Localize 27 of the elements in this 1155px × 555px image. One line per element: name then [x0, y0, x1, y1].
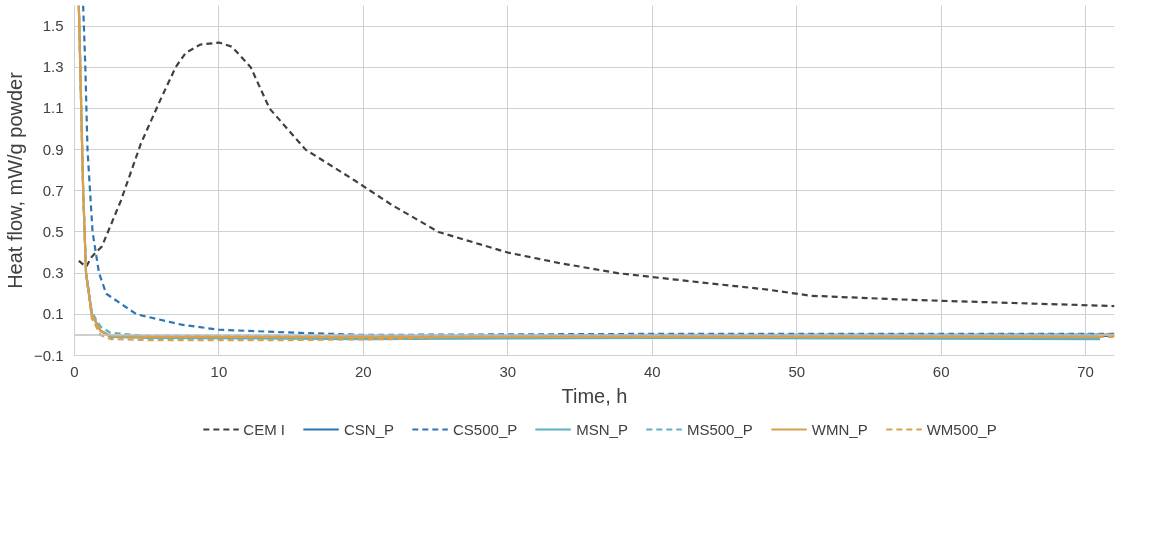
legend-label: CSN_P — [343, 420, 395, 438]
x-tick-label: 70 — [1077, 362, 1094, 380]
y-tick-label: 0.5 — [42, 222, 64, 240]
y-tick-label: 0.3 — [42, 264, 64, 282]
legend-label: WMN_P — [811, 420, 868, 438]
x-axis-title: Time, h — [561, 384, 628, 407]
line-series — [77, 41, 1115, 308]
legend-label: MS500_P — [686, 420, 753, 438]
y-tick-label: 1.3 — [42, 58, 64, 76]
x-tick-label: 40 — [643, 362, 661, 380]
x-tick-label: 0 — [70, 362, 79, 380]
legend-label: CEM I — [243, 420, 285, 438]
y-tick-label: −0.1 — [33, 346, 64, 364]
y-tick-label: 0.1 — [42, 305, 64, 323]
x-tick-label: 30 — [499, 362, 517, 380]
legend-label: MSN_P — [576, 420, 628, 438]
y-tick-label: 1.1 — [42, 99, 64, 117]
x-tick-label: 50 — [788, 362, 806, 380]
y-tick-label: 1.5 — [42, 17, 64, 35]
legend-label: WM500_P — [926, 420, 997, 438]
legend-label: CS500_P — [453, 420, 518, 438]
y-axis-title: Heat flow, mW/g powder — [3, 71, 26, 289]
x-tick-label: 20 — [355, 362, 372, 380]
x-tick-label: 60 — [932, 362, 950, 380]
y-tick-label: 0.7 — [42, 181, 64, 199]
x-tick-label: 10 — [210, 362, 228, 380]
y-tick-label: 0.9 — [42, 140, 64, 158]
